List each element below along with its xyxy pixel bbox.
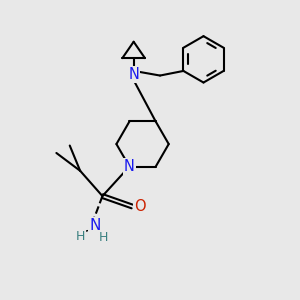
Text: H: H bbox=[76, 230, 85, 243]
Text: N: N bbox=[128, 67, 139, 82]
Text: N: N bbox=[124, 159, 135, 174]
Text: H: H bbox=[99, 231, 109, 244]
Text: O: O bbox=[134, 199, 146, 214]
Text: N: N bbox=[89, 218, 101, 233]
